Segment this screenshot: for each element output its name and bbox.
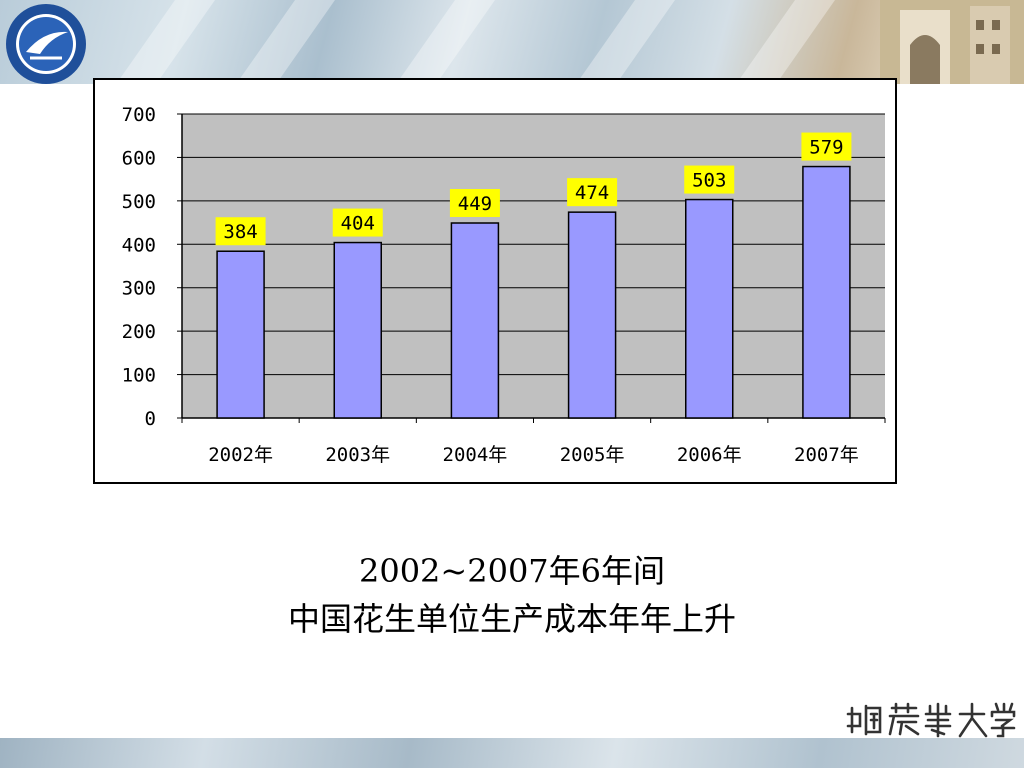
plot-area: [182, 114, 885, 418]
banner-streak: [90, 0, 230, 84]
campus-gate-photo: [880, 0, 1024, 84]
y-tick-label: 700: [122, 104, 156, 126]
bar: [450, 222, 500, 419]
bar: [216, 250, 265, 419]
data-label-box: [567, 178, 618, 207]
x-tick-label: 2004年: [443, 444, 508, 466]
data-label-box: [215, 217, 266, 246]
data-label: 404: [341, 213, 375, 235]
bar-chart: 0 100 200 300 400 500 600 700 384 2002年 404 2003年 44…: [122, 104, 886, 466]
data-label: 579: [809, 137, 843, 159]
caption-line-2: 中国花生单位生产成本年年上升: [287, 600, 736, 638]
y-tick-label: 200: [122, 321, 156, 343]
data-label: 503: [692, 170, 726, 192]
y-tick-label: 300: [122, 278, 156, 300]
y-tick-label: 500: [122, 191, 156, 213]
header-banner: [0, 0, 1024, 84]
data-label: 449: [458, 193, 492, 215]
data-label-box: [332, 208, 383, 237]
college-logo: [6, 4, 86, 84]
x-tick-label: 2002年: [208, 444, 273, 466]
data-label: 474: [575, 182, 609, 204]
y-tick-label: 100: [122, 365, 156, 387]
banner-streak: [210, 0, 350, 84]
bar: [685, 198, 734, 419]
bar: [802, 165, 851, 419]
university-signature-logo: [846, 702, 1016, 738]
x-tick-label: 2003年: [325, 444, 390, 466]
footer-banner: [0, 738, 1024, 768]
caption-line-1: 2002~2007年6年间: [358, 552, 666, 590]
data-label-box: [684, 165, 735, 194]
banner-streak: [710, 0, 850, 84]
y-tick-label: 400: [122, 234, 156, 256]
chart-frame: 0 100 200 300 400 500 600 700 384 2002年 404 2003年 44…: [93, 78, 897, 484]
x-tick-label: 2007年: [794, 444, 859, 466]
y-tick-label: 600: [122, 147, 156, 169]
y-tick-label: 0: [145, 408, 156, 430]
bar: [567, 211, 617, 419]
data-label-box: [801, 132, 852, 161]
x-tick-label: 2006年: [677, 444, 742, 466]
x-tick-label: 2005年: [560, 444, 625, 466]
data-label: 384: [223, 221, 257, 243]
banner-streak: [550, 0, 690, 84]
bar: [333, 241, 382, 419]
data-label-box: [449, 189, 500, 218]
banner-streak: [370, 0, 510, 84]
